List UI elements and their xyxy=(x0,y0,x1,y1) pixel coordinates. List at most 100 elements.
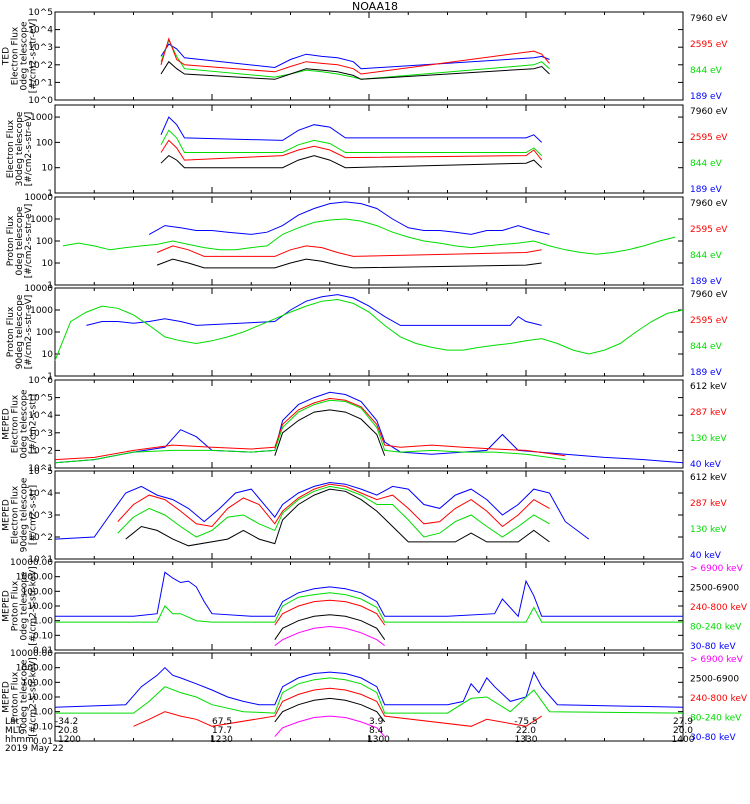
legend-entry: 844 eV xyxy=(690,66,723,76)
footer-time-0: 1200 xyxy=(58,735,81,745)
footer-lat-2: 3.9 xyxy=(369,717,384,727)
legend-entry: 2500-6900 xyxy=(690,584,739,594)
y-axis-label-line: MEPED xyxy=(2,408,12,440)
y-axis-label-line: [#/cm2-s-str-eV] xyxy=(29,19,39,94)
series-line-red xyxy=(54,397,566,461)
y-tick-label: 10^2 xyxy=(28,446,53,456)
y-tick-label: 10^0 xyxy=(28,96,53,106)
y-tick-label: 10^1 xyxy=(28,555,53,565)
y-axis-label-line: [#/cm2-s-str-eV] xyxy=(24,295,34,370)
legend-entry: 2595 eV xyxy=(690,133,728,143)
y-tick-label: 100 xyxy=(36,328,53,338)
legend-entry: 40 keV xyxy=(690,551,722,561)
y-axis-label-line: 0deg telescope xyxy=(20,21,30,91)
panel-frame xyxy=(54,104,684,194)
y-tick-label: 1000 xyxy=(30,306,53,316)
legend-entry: 189 eV xyxy=(690,277,723,287)
series-line-blue xyxy=(148,201,550,235)
y-axis-label: MEPEDProton Flux0deg telescope[#/cm2-s-s… xyxy=(2,566,39,645)
y-axis-label-line: 0deg telescope xyxy=(20,571,30,641)
y-tick-label: 10^4 xyxy=(28,489,53,499)
legend-entry: 287 keV xyxy=(690,499,727,509)
y-tick-label: 1.00 xyxy=(33,708,53,718)
series-line-red xyxy=(160,37,550,75)
series-line-black xyxy=(160,60,550,80)
footer-lat-1: 67.5 xyxy=(212,717,232,727)
series-line-blue xyxy=(86,294,542,326)
y-tick-label: 10^4 xyxy=(28,411,53,421)
footer-label-hhmm: hhmm xyxy=(5,735,34,745)
footer-lat-3: -75.5 xyxy=(514,717,537,727)
series-line-green xyxy=(117,485,550,538)
y-tick-label: 10^2 xyxy=(28,533,53,543)
y-tick-label: 0.10 xyxy=(33,722,53,732)
y-axis-label-line: Proton Flux xyxy=(6,306,16,357)
legend-entry: 240-800 keV xyxy=(690,603,748,613)
footer-mlt-1: 17.7 xyxy=(212,726,232,736)
legend-entry: 7960 eV xyxy=(690,107,728,117)
series-line-blue xyxy=(160,116,543,143)
series-line-black xyxy=(274,409,386,456)
footer-lat-4: 27.9 xyxy=(673,717,693,727)
footer-date: 2019 May 22 xyxy=(5,744,64,754)
series-line-green xyxy=(55,592,683,623)
y-tick-label: 10^1 xyxy=(28,464,53,474)
series-line-blue xyxy=(54,667,684,708)
y-tick-label: 0.01 xyxy=(33,646,53,656)
y-tick-label: 10 xyxy=(42,350,54,360)
legend-entry: 2595 eV xyxy=(690,40,728,50)
series-line-blue xyxy=(160,43,550,70)
y-tick-label: 0.10 xyxy=(33,631,53,641)
y-tick-label: 10^1 xyxy=(28,78,53,88)
y-tick-label: 10 xyxy=(42,164,54,174)
y-tick-label: 1 xyxy=(47,372,53,382)
legend-entry: 189 eV xyxy=(690,368,723,378)
y-tick-label: 10000.00 xyxy=(10,558,53,568)
series-line-black xyxy=(125,488,550,547)
legend-entry: 612 keV xyxy=(690,473,727,483)
y-axis-label-line: Proton Flux xyxy=(11,671,21,722)
legend-entry: 7960 eV xyxy=(690,199,728,209)
footer-time-1: 1230 xyxy=(210,735,233,745)
panel-7: 0.010.101.0010.00100.001000.0010000.00ME… xyxy=(2,649,748,747)
y-axis-label-line: Electron Flux xyxy=(6,119,16,178)
y-axis-label-line: Proton Flux xyxy=(11,580,21,631)
footer-time-3: 1330 xyxy=(515,735,538,745)
legend-entry: 240-800 keV xyxy=(690,694,748,704)
y-axis-label: TEDElectron Flux0deg telescope[#/cm2-s-s… xyxy=(2,19,39,94)
legend-entry: 130 keV xyxy=(690,525,727,535)
y-tick-label: 10^5 xyxy=(28,394,53,404)
y-tick-label: 10000 xyxy=(24,193,53,203)
footer-mlt-3: 22.0 xyxy=(516,726,536,736)
y-axis-label: MEPEDElectron Flux0deg telescope[#/cm2-s… xyxy=(2,389,39,459)
y-axis-label-line: 0deg telescope xyxy=(20,389,30,459)
legend-entry: 30-80 keV xyxy=(690,733,736,743)
series-line-red xyxy=(133,687,542,727)
y-axis-label-line: Electron Flux xyxy=(11,26,21,85)
legend-entry: > 6900 keV xyxy=(690,655,744,665)
footer-lat-0: -34.2 xyxy=(55,717,78,727)
series-line-magenta xyxy=(274,625,385,647)
footer-label-mlt: MLT xyxy=(5,726,23,736)
legend-entry: 844 eV xyxy=(690,159,723,169)
y-tick-label: 100.00 xyxy=(22,587,54,597)
y-tick-label: 1000.00 xyxy=(16,573,53,583)
y-axis-label-line: MEPED xyxy=(2,499,12,531)
y-axis-label-line: Proton Flux xyxy=(6,215,16,266)
legend-entry: 189 eV xyxy=(690,92,723,102)
panel-frame xyxy=(54,11,684,101)
y-axis-label: MEPEDElectron Flux90deg telescope[#/cm2-… xyxy=(2,477,39,552)
y-axis-label-line: [#/cm2-s-str-keV] xyxy=(29,566,39,645)
legend-entry: 287 keV xyxy=(690,408,727,418)
series-line-red xyxy=(160,139,543,161)
y-axis-label-line: MEPED xyxy=(2,681,12,713)
series-line-black xyxy=(160,154,543,169)
y-tick-label: 10000 xyxy=(24,284,53,294)
y-tick-label: 100.00 xyxy=(22,678,54,688)
y-tick-label: 1000 xyxy=(30,113,53,123)
